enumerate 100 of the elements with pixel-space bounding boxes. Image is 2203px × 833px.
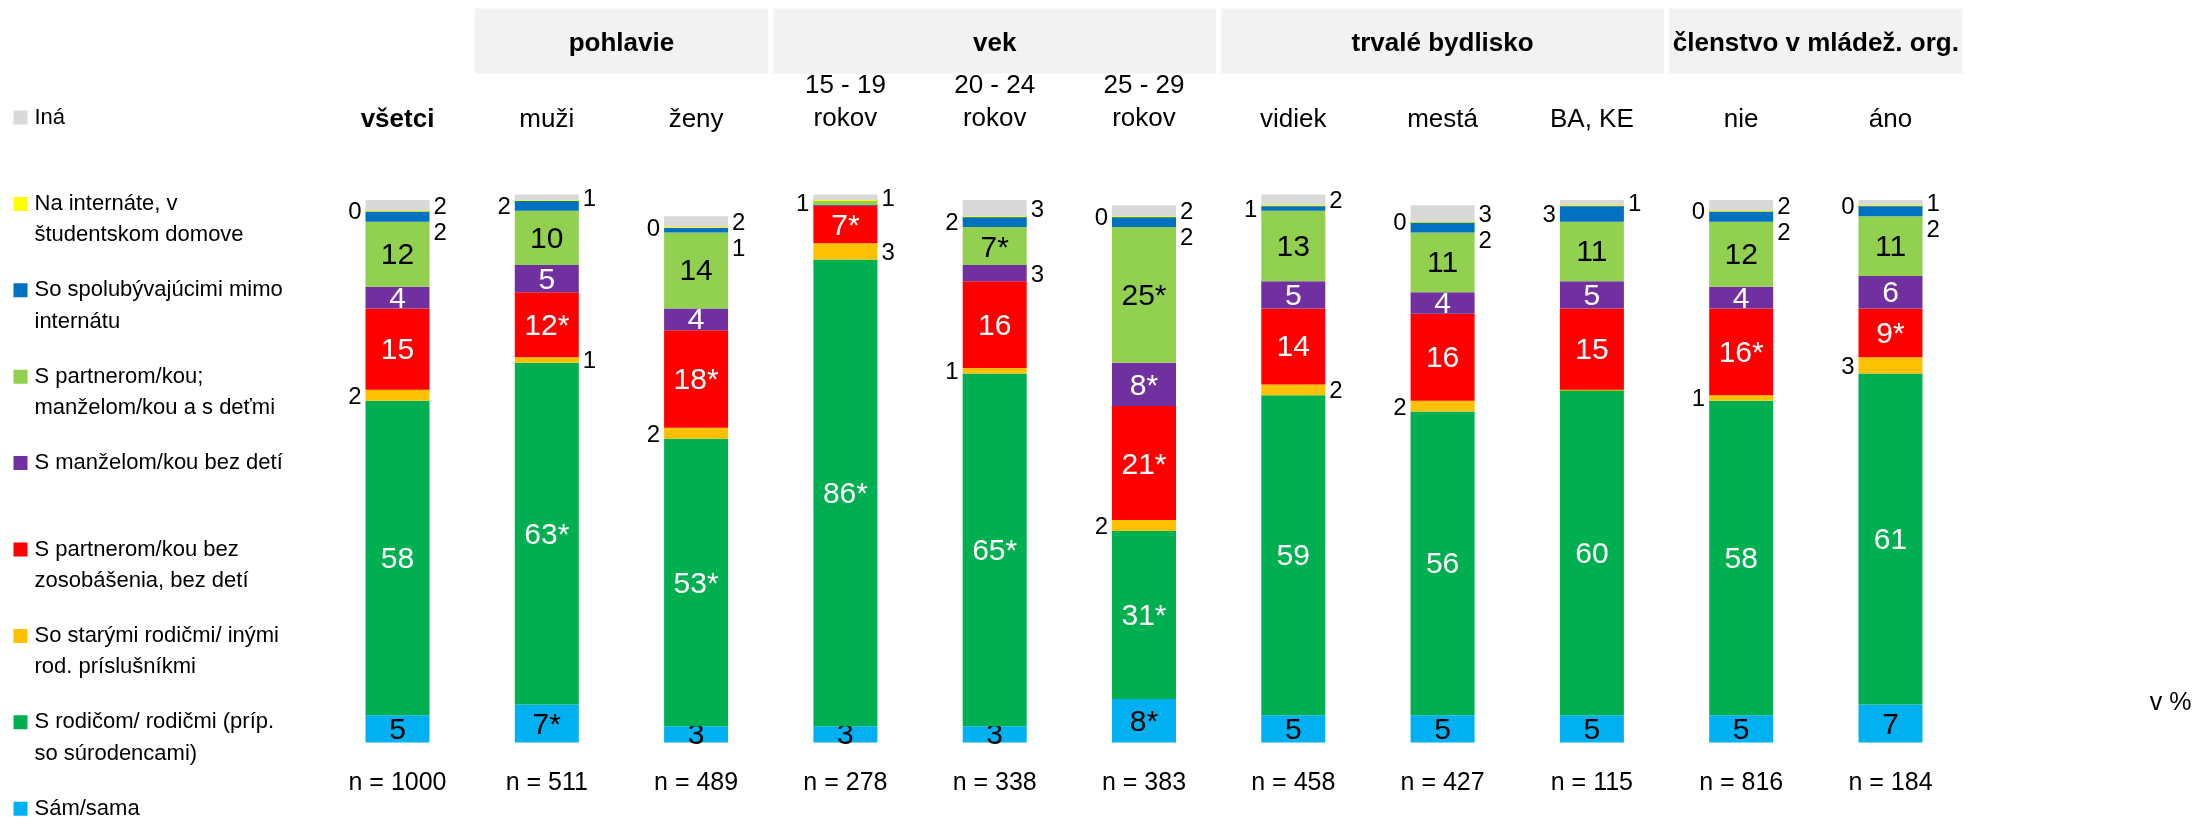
data-label: 2 <box>433 217 447 245</box>
text: n = 511 <box>505 766 588 795</box>
data-label: 3 <box>1030 259 1045 287</box>
data-label: 1 <box>582 183 597 211</box>
data-label: 60 <box>1575 535 1609 569</box>
x-tick-label: ženy <box>668 102 724 133</box>
data-label: 4 <box>389 280 406 314</box>
data-label: 25* <box>1121 278 1167 312</box>
data-label: 1 <box>732 234 746 262</box>
data-label: 1 <box>1926 189 1940 217</box>
x-tick-label: vidiek <box>1260 102 1328 133</box>
data-label: 16* <box>1718 335 1765 369</box>
data-label: 14 <box>1276 329 1310 363</box>
data-label: 2 <box>1180 197 1194 225</box>
text: n = 427 <box>1400 766 1485 795</box>
data-label: 2 <box>732 208 746 236</box>
text: n = 278 <box>803 766 888 795</box>
data-label: 1 <box>945 357 959 385</box>
x-tick-label: 15 - 19 rokov <box>804 69 886 132</box>
data-label: 15 <box>380 332 415 366</box>
x-tick-label: všetci <box>360 102 435 133</box>
legend-label: So starými rodičmi/ inými rod. príslušníkmi <box>34 621 279 679</box>
data-label: 18* <box>673 362 719 396</box>
data-label: 2 <box>945 208 959 236</box>
data-label: 16 <box>1425 340 1460 374</box>
data-label: 2 <box>1329 186 1343 214</box>
text: n = 489 <box>654 766 739 795</box>
data-label: 7 <box>1882 706 1899 740</box>
data-label: 12* <box>524 308 570 342</box>
data-label: 2 <box>497 191 511 219</box>
data-label: 1 <box>1627 189 1642 217</box>
x-tick-label: 20 - 24 rokov <box>954 69 1036 132</box>
data-label: 0 <box>1094 202 1109 230</box>
data-label: 12 <box>380 237 415 271</box>
data-label: 3 <box>1542 199 1556 227</box>
text: v % <box>2149 686 2192 715</box>
data-label: 2 <box>348 381 362 409</box>
data-label: 1 <box>582 346 597 374</box>
data-label: 1 <box>881 183 895 211</box>
legend-label: S partnerom/kou bez zosobášenia, bez detí <box>34 535 249 592</box>
data-label: 4 <box>687 302 705 336</box>
x-tick-label: 25 - 29 rokov <box>1103 69 1185 132</box>
data-label: 86* <box>822 476 869 510</box>
data-label: 5 <box>538 261 556 295</box>
data-label: 3 <box>881 237 895 265</box>
data-label: 0 <box>1393 208 1407 236</box>
data-label: 0 <box>348 197 362 225</box>
data-label: 2 <box>1478 225 1492 253</box>
data-label: 21* <box>1121 446 1167 480</box>
data-label: 6 <box>1882 275 1899 309</box>
data-label: 5 <box>1434 711 1451 745</box>
data-label: 2 <box>1777 217 1791 245</box>
text: členstvo v mládež. org. <box>1672 26 1959 57</box>
data-label: 2 <box>1777 191 1791 219</box>
text: trvalé bydlisko <box>1351 26 1534 57</box>
text: n = 1000 <box>348 766 447 795</box>
text: n = 816 <box>1699 766 1784 795</box>
data-label: 4 <box>1732 280 1750 314</box>
text: n = 338 <box>952 766 1037 795</box>
data-label: 5 <box>389 711 406 745</box>
legend-label: S rodičom/ rodičmi (príp. so súrodencami) <box>34 708 275 765</box>
legend-label: Na internáte, v študentskom domove <box>34 189 244 247</box>
data-label: 7* <box>980 229 1010 263</box>
data-label: 10 <box>530 220 564 254</box>
data-label: 16 <box>978 307 1012 341</box>
text: n = 383 <box>1101 766 1187 795</box>
legend-label: Sám/sama <box>34 794 141 820</box>
data-label: 0 <box>646 213 661 241</box>
data-label: 2 <box>1926 215 1940 243</box>
x-tick-label: mestá <box>1407 102 1479 133</box>
text: pohlavie <box>568 26 675 57</box>
data-label: 11 <box>1874 229 1907 263</box>
data-label: 5 <box>1284 277 1302 311</box>
data-label: 2 <box>1329 376 1343 404</box>
data-label: 3 <box>1478 199 1492 227</box>
data-label: 59 <box>1276 538 1310 572</box>
x-tick-label: BA, KE <box>1549 102 1634 133</box>
x-tick-label: nie <box>1723 102 1759 133</box>
data-label: 53* <box>673 565 719 599</box>
data-label: 9* <box>1876 316 1905 350</box>
data-label: 11 <box>1427 245 1459 279</box>
data-label: 15 <box>1575 332 1609 366</box>
data-label: 56 <box>1425 546 1460 580</box>
data-label: 8* <box>1129 704 1159 738</box>
legend-label: S partnerom/kou; manželom/kou a s deťmi <box>34 362 276 419</box>
data-label: 1 <box>1243 194 1258 222</box>
data-label: 3 <box>1841 351 1855 379</box>
text: n = 115 <box>1550 766 1634 795</box>
data-label: 4 <box>1434 286 1451 320</box>
data-label: 5 <box>1583 277 1601 311</box>
data-label: 3 <box>1030 194 1045 222</box>
data-label: 2 <box>1094 511 1109 539</box>
data-label: 58 <box>1724 541 1758 575</box>
data-label: 63* <box>524 517 570 551</box>
data-label: 5 <box>1284 711 1302 745</box>
text: n = 458 <box>1251 766 1336 795</box>
data-label: 8* <box>1129 367 1159 401</box>
legend-label: So spolubývajúcimi mimo internátu <box>34 276 283 333</box>
data-label: 0 <box>1841 191 1855 219</box>
data-label: 61 <box>1873 522 1908 556</box>
